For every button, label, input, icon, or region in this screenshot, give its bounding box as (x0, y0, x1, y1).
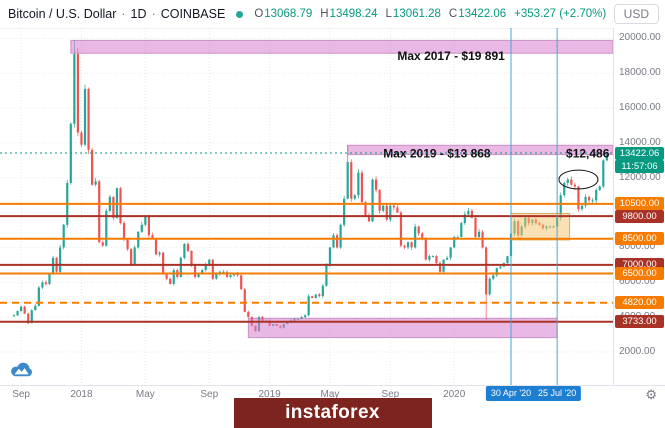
high-field: H13498.24 (320, 8, 377, 20)
price-axis-label: 16000.00 (619, 102, 661, 114)
zone-label: Max 2019 - $13 868 (383, 147, 491, 161)
time-axis-label: Sep (12, 389, 30, 400)
zones-layer: Max 2017 - $19 891 Max 2019 - $13 868 (70, 39, 613, 339)
date-badge: 30 Apr '20 (485, 386, 537, 401)
low-value: 13061.28 (392, 8, 441, 20)
open-label: O (254, 8, 264, 20)
instaforex-watermark: instaforex (233, 398, 432, 428)
price-level-badge: 9800.00 (615, 209, 664, 223)
price-level-badge: 3733.00 (615, 315, 664, 329)
price-level-badge: 4820.00 (615, 296, 664, 310)
market-status-dot-icon (236, 10, 244, 18)
low-label: L (385, 8, 392, 20)
price-axis-label: 18000.00 (619, 67, 661, 79)
close-field: C13422.06 (449, 8, 506, 20)
price-axis-label: 12000.00 (619, 171, 661, 183)
time-axis-label: Sep (381, 389, 400, 400)
time-axis-label: 2018 (70, 389, 93, 400)
date-badge: 25 Jul '20 (533, 386, 582, 401)
settings-gear-icon[interactable]: ⚙ (645, 387, 657, 402)
separator: · (121, 7, 126, 21)
price-level-badge: 10500.00 (615, 197, 664, 211)
price-axis-label: 2000.00 (619, 345, 656, 357)
open-field: O13068.79 (254, 8, 312, 20)
currency-usd-button[interactable]: USD (613, 4, 659, 24)
interval-label[interactable]: 1D (130, 7, 147, 21)
candles-layer (12, 40, 608, 332)
close-value: 13422.06 (458, 8, 507, 20)
price-level-badge: 6500.00 (615, 267, 664, 281)
price-axis-label: 20000.00 (619, 32, 661, 44)
price-axis-label: 8000.00 (619, 241, 656, 253)
price-axis[interactable]: 20000.00 18000.00 16000.00 14000.00 12000.00… (613, 28, 665, 385)
high-value: 13498.24 (329, 8, 378, 20)
time-axis-label: 2020 (443, 389, 466, 400)
chart-canvas[interactable]: Max 2017 - $19 891 Max 2019 - $13 868 $12,… (0, 28, 613, 385)
ohlc-readout: O13068.79 H13498.24 L13061.28 C13422.06 … (254, 8, 606, 20)
time-axis-label: May (135, 389, 155, 400)
bar-countdown-badge: 11:57:06 (615, 160, 664, 173)
price-level-badge: 13422.06 (615, 146, 664, 160)
price-annotation: $12,486 (566, 147, 610, 161)
symbol-title[interactable]: Bitcoin / U.S. Dollar (8, 7, 117, 21)
close-label: C (448, 8, 458, 20)
time-axis-label: Sep (200, 389, 219, 400)
zone-label: Max 2017 - $19 891 (397, 49, 505, 63)
chart-header: Bitcoin / U.S. Dollar · 1D · COINBASE O1… (0, 0, 665, 29)
time-axis-label: 2019 (258, 389, 281, 400)
change-value: +353.27 (+2.70%) (514, 8, 607, 20)
low-field: L13061.28 (386, 8, 441, 20)
price-axis-label: 14000.00 (619, 136, 661, 148)
time-axis[interactable]: Sep 2018 May Sep 2019 May Sep 2020 30 Apr '20 25 … (0, 385, 665, 402)
price-axis-label: 6000.00 (619, 276, 656, 288)
time-axis-label: May (320, 389, 340, 400)
broker-logo-icon[interactable] (8, 361, 35, 379)
price-level-badge: 8500.00 (615, 232, 664, 246)
price-highlight-ellipse (558, 169, 599, 190)
exchange-label[interactable]: COINBASE (160, 7, 226, 21)
open-value: 13068.79 (264, 8, 313, 20)
separator: · (151, 7, 156, 21)
high-label: H (320, 8, 329, 20)
